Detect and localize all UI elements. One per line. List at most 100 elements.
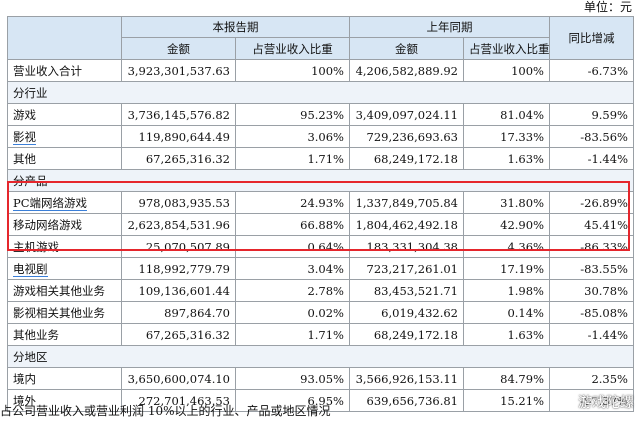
prev-share: 17.33% [463,125,550,148]
yoy-change: -6.73% [549,59,634,82]
cur-amount: 118,992,779.79 [121,257,236,280]
header-amount: 金额 [349,37,464,60]
prev-amount: 6,019,432.62 [349,301,464,324]
table-row: 移动网络游戏 2,623,854,531.96 66.88% 1,804,462… [7,213,634,236]
prev-amount: 729,236,693.63 [349,125,464,148]
yoy-change: 30.78% [549,279,634,302]
row-label: 移动网络游戏 [7,213,122,236]
table-row: 境外 272,701,463.53 6.95% 639,656,736.81 1… [7,389,634,412]
section-title: 分地区 [7,345,634,368]
cur-share: 24.93% [235,191,350,214]
row-label: 境外 [7,389,122,412]
table-row: 境内 3,650,600,074.10 93.05% 3,566,926,153… [7,367,634,390]
revenue-table: 本报告期 上年同期 同比增减 金额 占营业收入比重 金额 占营业收入比重 营业收… [7,16,634,412]
row-label: 境内 [7,367,122,390]
row-label-link[interactable]: 影视 [13,129,36,145]
prev-share: 42.90% [463,213,550,236]
prev-share: 1.98% [463,279,550,302]
cur-share: 100% [235,59,350,82]
row-label-cell: PC端网络游戏 [7,191,122,214]
table-row: 影视 119,890,644.49 3.06% 729,236,693.63 1… [7,125,634,148]
row-label-cell: 影视 [7,125,122,148]
cur-share: 0.64% [235,235,350,258]
prev-amount: 4,206,582,889.92 [349,59,464,82]
table-row: 游戏 3,736,145,576.82 95.23% 3,409,097,024… [7,103,634,126]
unit-label: 单位：元 [583,0,632,14]
cur-amount: 3,736,145,576.82 [121,103,236,126]
row-label: 影视相关其他业务 [7,301,122,324]
section-title: 分行业 [7,81,634,104]
row-label: 游戏 [7,103,122,126]
corner-cell [7,16,122,60]
cur-amount: 897,864.70 [121,301,236,324]
prev-share: 4.36% [463,235,550,258]
cur-amount: 3,650,600,074.10 [121,367,236,390]
prev-share: 1.63% [463,147,550,170]
cur-share: 3.06% [235,125,350,148]
row-label: 营业收入合计 [7,59,122,82]
cur-amount: 67,265,316.32 [121,147,236,170]
cur-amount: 3,923,301,537.63 [121,59,236,82]
cur-amount: 25,070,507.89 [121,235,236,258]
yoy-change: -26.89% [549,191,634,214]
yoy-change: -86.33% [549,235,634,258]
prev-amount: 3,566,926,153.11 [349,367,464,390]
prev-amount: 3,409,097,024.11 [349,103,464,126]
cur-share: 66.88% [235,213,350,236]
row-label: 其他 [7,147,122,170]
row-label: 其他业务 [7,323,122,346]
yoy-change: -57.37% [549,389,634,412]
header-amount: 金额 [121,37,236,60]
prev-amount: 723,217,261.01 [349,257,464,280]
row-label-link[interactable]: 电视剧 [13,261,48,277]
prev-amount: 183,331,304.38 [349,235,464,258]
yoy-change: 9.59% [549,103,634,126]
section-header-product: 分产品 [7,169,634,192]
header-share: 占营业收入比重 [235,37,350,60]
prev-amount: 68,249,172.18 [349,147,464,170]
prev-share: 100% [463,59,550,82]
prev-share: 15.21% [463,389,550,412]
prev-share: 1.63% [463,323,550,346]
table-row-total: 营业收入合计 3,923,301,537.63 100% 4,206,582,8… [7,59,634,82]
prev-amount: 68,249,172.18 [349,323,464,346]
prev-amount: 83,453,521.71 [349,279,464,302]
yoy-change: -1.44% [549,323,634,346]
header-current-period: 本报告期 [121,16,350,38]
yoy-change: 45.41% [549,213,634,236]
cur-share: 0.02% [235,301,350,324]
section-header-industry: 分行业 [7,81,634,104]
section-header-region: 分地区 [7,345,634,368]
cur-share: 1.71% [235,147,350,170]
footnote: 占公司营业收入或营业利润 10%以上的行业、产品或地区情况 [0,404,331,418]
yoy-change: -83.56% [549,125,634,148]
cur-share: 93.05% [235,367,350,390]
row-label: 游戏相关其他业务 [7,279,122,302]
cur-share: 6.95% [235,389,350,412]
header-share: 占营业收入比重 [463,37,550,60]
cur-amount: 978,083,935.53 [121,191,236,214]
prev-share: 31.80% [463,191,550,214]
table-row: 其他业务 67,265,316.32 1.71% 68,249,172.18 1… [7,323,634,346]
prev-share: 84.79% [463,367,550,390]
cur-amount: 2,623,854,531.96 [121,213,236,236]
cur-amount: 119,890,644.49 [121,125,236,148]
cur-share: 2.78% [235,279,350,302]
yoy-change: 2.35% [549,367,634,390]
cur-amount: 109,136,601.44 [121,279,236,302]
row-label-link[interactable]: PC端网络游戏 [13,195,88,211]
table-row: 电视剧 118,992,779.79 3.04% 723,217,261.01 … [7,257,634,280]
table-row: PC端网络游戏 978,083,935.53 24.93% 1,337,849,… [7,191,634,214]
prev-share: 17.19% [463,257,550,280]
yoy-change: -83.55% [549,257,634,280]
prev-amount: 1,804,462,492.18 [349,213,464,236]
table-row: 其他 67,265,316.32 1.71% 68,249,172.18 1.6… [7,147,634,170]
section-title: 分产品 [7,169,634,192]
row-label: 主机游戏 [7,235,122,258]
prev-amount: 1,337,849,705.84 [349,191,464,214]
row-label-cell: 电视剧 [7,257,122,280]
table-row: 主机游戏 25,070,507.89 0.64% 183,331,304.38 … [7,235,634,258]
header-prior-period: 上年同期 [349,16,550,38]
watermark: 游戏陀螺 [578,395,634,411]
prev-amount: 639,656,736.81 [349,389,464,412]
